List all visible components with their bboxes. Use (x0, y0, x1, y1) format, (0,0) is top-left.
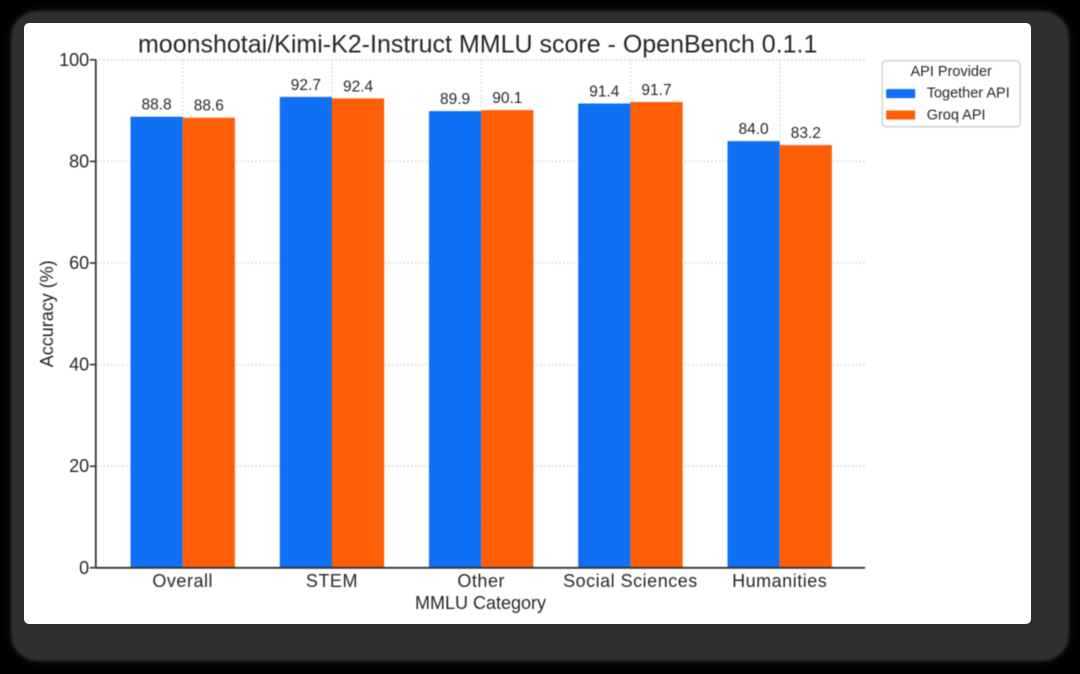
svg-text:Social Sciences: Social Sciences (563, 571, 698, 591)
svg-text:91.7: 91.7 (641, 82, 671, 99)
svg-text:moonshotai/Kimi-K2-Instruct MM: moonshotai/Kimi-K2-Instruct MMLU score -… (138, 30, 817, 58)
svg-text:STEM: STEM (306, 571, 358, 591)
svg-text:Groq API: Groq API (927, 107, 986, 123)
svg-text:MMLU Category: MMLU Category (415, 593, 546, 613)
svg-text:80: 80 (69, 151, 89, 171)
svg-text:Accuracy (%): Accuracy (%) (37, 260, 57, 367)
svg-text:83.2: 83.2 (791, 125, 821, 142)
svg-text:20: 20 (69, 456, 89, 476)
svg-text:88.6: 88.6 (194, 98, 224, 115)
svg-text:40: 40 (69, 355, 89, 375)
svg-text:Together API: Together API (927, 85, 1010, 101)
svg-text:Humanities: Humanities (732, 571, 827, 591)
svg-text:88.8: 88.8 (142, 97, 172, 114)
svg-text:Other: Other (457, 571, 505, 591)
svg-text:100: 100 (59, 50, 89, 70)
svg-text:0: 0 (79, 558, 89, 578)
svg-text:90.1: 90.1 (492, 90, 522, 107)
svg-text:API Provider: API Provider (910, 64, 992, 80)
svg-text:Overall: Overall (152, 571, 213, 591)
svg-text:89.9: 89.9 (440, 91, 470, 108)
svg-text:91.4: 91.4 (589, 84, 620, 101)
svg-text:92.4: 92.4 (343, 78, 374, 95)
svg-text:92.7: 92.7 (291, 77, 321, 94)
svg-text:84.0: 84.0 (739, 121, 770, 138)
svg-text:60: 60 (69, 253, 89, 273)
